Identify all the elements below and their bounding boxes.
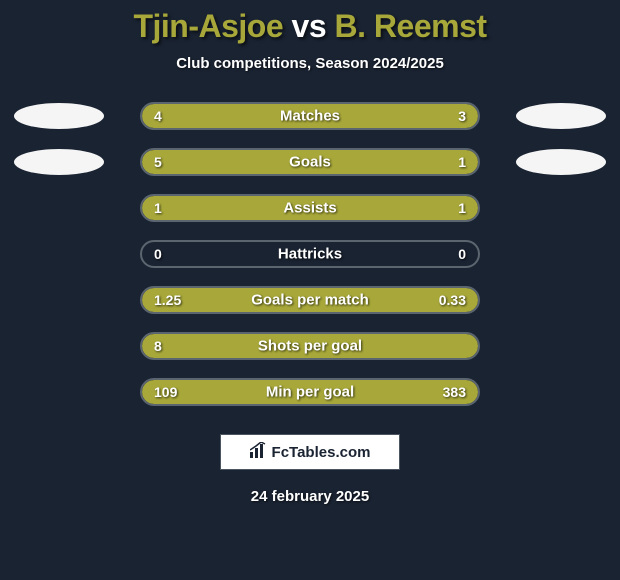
stat-bar-track: Hattricks 0 0	[140, 240, 480, 268]
stat-row: Assists 1 1	[0, 194, 620, 222]
stat-row: Shots per goal 8	[0, 332, 620, 360]
subtitle: Club competitions, Season 2024/2025	[176, 55, 444, 72]
stat-label: Hattricks	[278, 246, 342, 263]
stat-label: Min per goal	[266, 384, 354, 401]
stat-row: Goals per match 1.25 0.33	[0, 286, 620, 314]
stat-value-left: 8	[154, 338, 162, 354]
title: Tjin-Asjoe vs B. Reemst	[133, 8, 486, 45]
stat-bar-track: Assists 1 1	[140, 194, 480, 222]
stat-row: Goals 5 1	[0, 148, 620, 176]
stat-value-left: 4	[154, 108, 162, 124]
stat-label: Assists	[283, 200, 336, 217]
team-badge-right	[516, 103, 606, 129]
stat-value-right: 0	[458, 246, 466, 262]
stat-value-left: 1	[154, 200, 162, 216]
stat-bar-fill-right	[334, 104, 478, 128]
chart-icon	[250, 442, 268, 463]
stat-value-left: 109	[154, 384, 177, 400]
team-badge-left	[14, 103, 104, 129]
stat-value-right: 383	[443, 384, 466, 400]
stat-value-left: 0	[154, 246, 162, 262]
player-right-name: B. Reemst	[335, 8, 487, 44]
footer-logo: FcTables.com	[220, 434, 400, 470]
stat-value-right: 3	[458, 108, 466, 124]
stat-bar-track: Shots per goal 8	[140, 332, 480, 360]
stat-bar-track: Matches 4 3	[140, 102, 480, 130]
footer-logo-text: FcTables.com	[272, 444, 371, 461]
stat-bar-track: Min per goal 109 383	[140, 378, 480, 406]
stats-area: Matches 4 3 Goals 5 1 Assists 1 1 Hattricks 0 0 Goal…	[0, 102, 620, 406]
stat-bar-fill-left	[142, 150, 404, 174]
stat-bar-fill-right	[404, 150, 478, 174]
comparison-infographic: Tjin-Asjoe vs B. Reemst Club competition…	[0, 0, 620, 580]
team-badge-right	[516, 149, 606, 175]
stat-value-right: 0.33	[439, 292, 466, 308]
team-badge-left	[14, 149, 104, 175]
title-vs: vs	[292, 8, 327, 44]
stat-row: Matches 4 3	[0, 102, 620, 130]
stat-row: Hattricks 0 0	[0, 240, 620, 268]
stat-value-right: 1	[458, 200, 466, 216]
stat-label: Matches	[280, 108, 340, 125]
stat-bar-track: Goals 5 1	[140, 148, 480, 176]
stat-value-right: 1	[458, 154, 466, 170]
stat-row: Min per goal 109 383	[0, 378, 620, 406]
stat-label: Goals per match	[251, 292, 369, 309]
stat-value-left: 5	[154, 154, 162, 170]
stat-bar-track: Goals per match 1.25 0.33	[140, 286, 480, 314]
stat-label: Goals	[289, 154, 331, 171]
footer-date: 24 february 2025	[251, 488, 369, 505]
stat-label: Shots per goal	[258, 338, 362, 355]
stat-value-left: 1.25	[154, 292, 181, 308]
player-left-name: Tjin-Asjoe	[133, 8, 283, 44]
